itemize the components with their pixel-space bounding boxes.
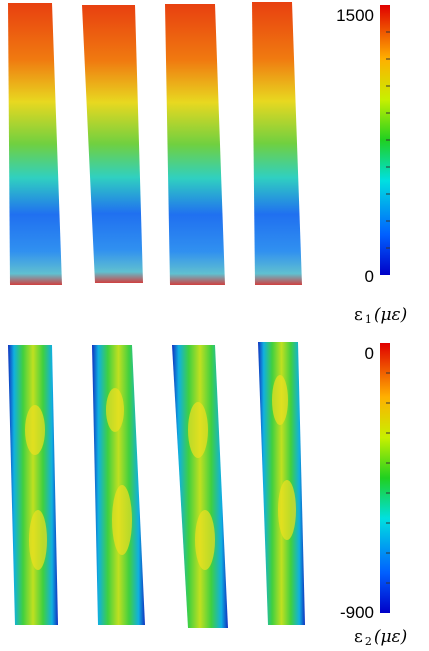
colorbar-label: ε 1 (με) (354, 305, 407, 326)
strip (165, 4, 225, 285)
colorbar-max: 1500 (336, 6, 374, 25)
strip (8, 345, 58, 625)
colorbar-min: 0 (365, 267, 374, 286)
unit: (με) (374, 305, 407, 325)
strip (82, 5, 143, 283)
strain-maps-e2 (8, 342, 305, 628)
strip (258, 342, 305, 625)
colorbar-max: 0 (365, 344, 374, 363)
strip (252, 2, 302, 285)
colorbar-ticks (386, 31, 390, 584)
strip (92, 345, 145, 625)
strip (172, 345, 228, 628)
strain-maps-e1 (8, 2, 302, 285)
colorbar (380, 5, 390, 275)
unit: (με) (374, 627, 407, 647)
symbol: ε (354, 627, 363, 647)
subscript: 2 (365, 635, 372, 648)
colorbar (380, 343, 390, 613)
symbol: ε (354, 305, 363, 325)
strip (8, 3, 62, 285)
colorbar-min: -900 (340, 603, 374, 622)
subscript: 1 (365, 313, 372, 326)
colorbar-label: ε 2 (με) (354, 627, 407, 648)
